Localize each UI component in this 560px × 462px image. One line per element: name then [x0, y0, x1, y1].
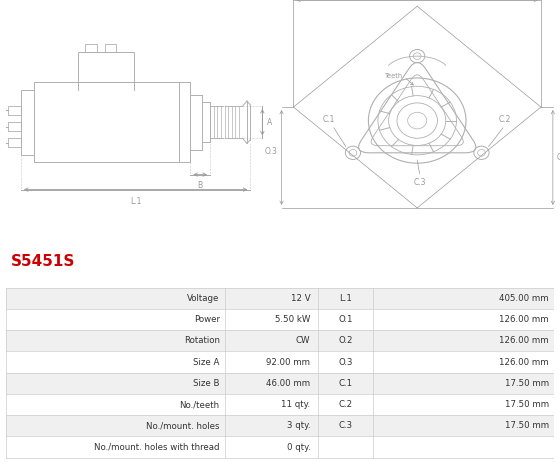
Text: L.1: L.1 [339, 294, 352, 303]
Text: 126.00 mm: 126.00 mm [500, 358, 549, 367]
Bar [6, 330, 554, 352]
Bar [105, 44, 116, 52]
Text: O.2: O.2 [557, 153, 560, 162]
Bar [6, 394, 554, 415]
Text: No./teeth: No./teeth [180, 400, 220, 409]
Bar [78, 52, 134, 82]
Text: 12 V: 12 V [291, 294, 310, 303]
Bar [6, 288, 554, 309]
Text: 46.00 mm: 46.00 mm [266, 379, 310, 388]
Bar [34, 82, 179, 162]
Text: No./mount. holes: No./mount. holes [146, 421, 220, 431]
Bar [6, 437, 554, 458]
Text: No./mount. holes with thread: No./mount. holes with thread [94, 443, 220, 452]
Text: 5.50 kW: 5.50 kW [275, 315, 310, 324]
Text: C.3: C.3 [413, 178, 426, 187]
Text: Teeth: Teeth [385, 73, 403, 79]
Text: O.3: O.3 [265, 147, 278, 156]
Text: Size B: Size B [193, 379, 220, 388]
Text: 17.50 mm: 17.50 mm [505, 421, 549, 431]
Text: 11 qty.: 11 qty. [281, 400, 310, 409]
Text: L.1: L.1 [130, 197, 141, 206]
Text: O.2: O.2 [339, 336, 353, 346]
Text: S5451S: S5451S [11, 254, 76, 269]
Bar [6, 352, 554, 373]
Bar [6, 415, 554, 437]
Text: 17.50 mm: 17.50 mm [505, 400, 549, 409]
Text: 126.00 mm: 126.00 mm [500, 315, 549, 324]
Bar [8, 122, 21, 131]
Bar [6, 309, 554, 330]
Bar [8, 139, 21, 147]
Bar [6, 373, 554, 394]
Text: C.3: C.3 [339, 421, 353, 431]
Bar [8, 106, 21, 115]
Text: Voltage: Voltage [187, 294, 220, 303]
Text: 17.50 mm: 17.50 mm [505, 379, 549, 388]
Text: C.2: C.2 [339, 400, 353, 409]
Text: A: A [267, 118, 272, 127]
Text: Power: Power [194, 315, 220, 324]
Text: C.1: C.1 [339, 379, 353, 388]
Text: 0 qty.: 0 qty. [287, 443, 310, 452]
Text: 3 qty.: 3 qty. [287, 421, 310, 431]
Text: C.1: C.1 [323, 115, 335, 124]
Text: CW: CW [296, 336, 310, 346]
Text: B: B [198, 181, 203, 190]
Bar [85, 44, 96, 52]
Text: Size A: Size A [193, 358, 220, 367]
Text: Rotation: Rotation [184, 336, 220, 346]
Text: C.2: C.2 [499, 115, 511, 124]
Text: 92.00 mm: 92.00 mm [266, 358, 310, 367]
Text: O.1: O.1 [339, 315, 353, 324]
Bar [21, 90, 34, 155]
Text: 405.00 mm: 405.00 mm [500, 294, 549, 303]
Text: O.3: O.3 [339, 358, 353, 367]
Text: 126.00 mm: 126.00 mm [500, 336, 549, 346]
